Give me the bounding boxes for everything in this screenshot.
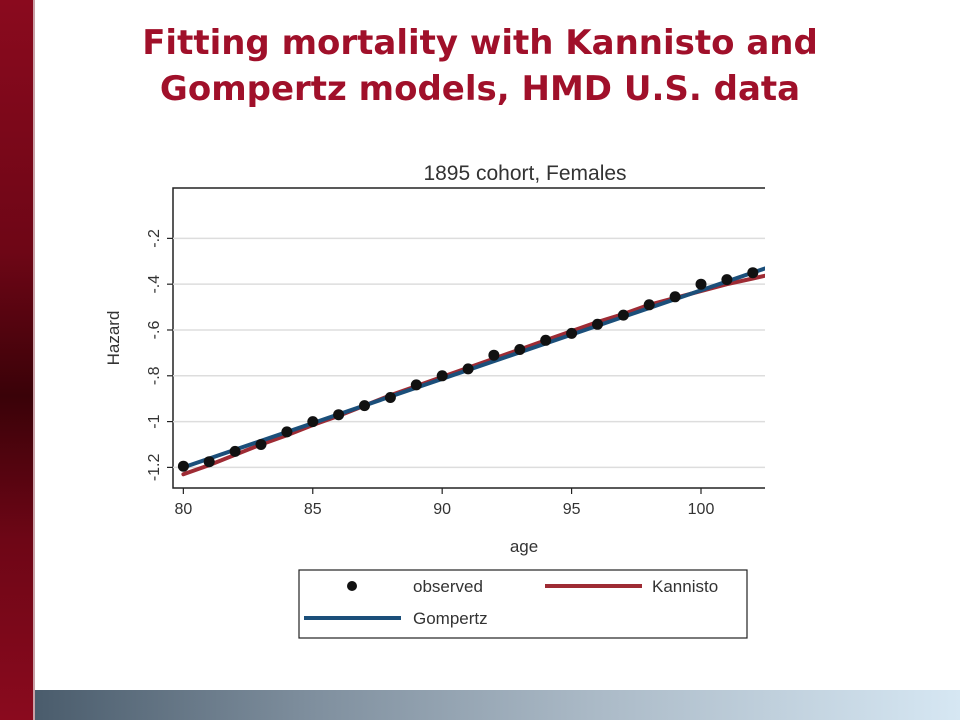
- data-point-observed: [229, 445, 241, 457]
- slide-side-bar: [0, 0, 33, 720]
- data-point-observed: [203, 456, 215, 468]
- legend-observed-label: observed: [413, 577, 483, 596]
- x-tick-label: 90: [433, 501, 451, 518]
- slide-title: Fitting mortality with Kannisto and Gomp…: [60, 20, 900, 112]
- data-point-observed: [643, 299, 655, 311]
- data-point-observed: [436, 370, 448, 382]
- data-point-observed: [281, 426, 293, 438]
- slide-side-bar-edge: [33, 0, 35, 720]
- data-point-observed: [514, 344, 526, 355]
- series-layer: [177, 266, 765, 477]
- x-axis: 80859095100105: [174, 488, 715, 518]
- y-tick-label: -.2: [146, 229, 163, 248]
- data-point-observed: [384, 392, 396, 403]
- legend-box: [298, 569, 748, 639]
- data-point-observed: [410, 379, 422, 391]
- data-point-observed: [747, 267, 759, 279]
- chart-title: 1895 cohort, Females: [423, 162, 626, 185]
- y-tick-label: -.6: [146, 321, 163, 340]
- y-tick-label: -.8: [146, 366, 163, 385]
- data-point-observed: [695, 278, 707, 290]
- y-tick-label: -1: [146, 414, 163, 428]
- data-point-observed: [617, 309, 629, 321]
- data-point-observed: [333, 409, 345, 421]
- y-axis-label: Hazard: [104, 311, 123, 366]
- slide-title-line-1: Fitting mortality with Kannisto and: [142, 23, 818, 63]
- y-tick-label: -.4: [146, 275, 163, 294]
- data-point-observed: [255, 439, 267, 450]
- legend-kannisto-label: Kannisto: [652, 577, 718, 596]
- data-point-observed: [307, 416, 319, 428]
- y-tick-label: -1.2: [146, 454, 163, 482]
- data-point-observed: [721, 274, 733, 286]
- x-axis-label: age: [510, 537, 538, 556]
- grid-lines: [173, 237, 765, 469]
- data-point-observed: [488, 349, 500, 361]
- data-point-observed: [359, 400, 370, 412]
- legend: observed Kannisto Gompertz: [298, 569, 748, 639]
- legend-observed-marker: [347, 581, 357, 591]
- data-point-observed: [177, 460, 189, 472]
- y-axis: -1.2 -1 -.8 -.6 -.4 -.2: [146, 229, 173, 481]
- x-tick-label: 100: [688, 501, 715, 518]
- data-point-observed: [462, 363, 474, 375]
- x-tick-label: 80: [174, 501, 192, 518]
- data-point-observed: [592, 318, 603, 330]
- legend-gompertz-label: Gompertz: [413, 609, 488, 628]
- data-point-observed: [669, 291, 681, 303]
- slide-title-line-2: Gompertz models, HMD U.S. data: [159, 69, 801, 109]
- data-point-observed: [566, 327, 578, 339]
- chart: 1895 cohort, Females -1.2-1-.8-.6-.4-.2 …: [104, 162, 765, 639]
- slide-bottom-bar: [35, 690, 960, 720]
- x-tick-label: 85: [304, 501, 322, 518]
- x-tick-label: 95: [563, 501, 581, 518]
- data-point-observed: [540, 334, 552, 346]
